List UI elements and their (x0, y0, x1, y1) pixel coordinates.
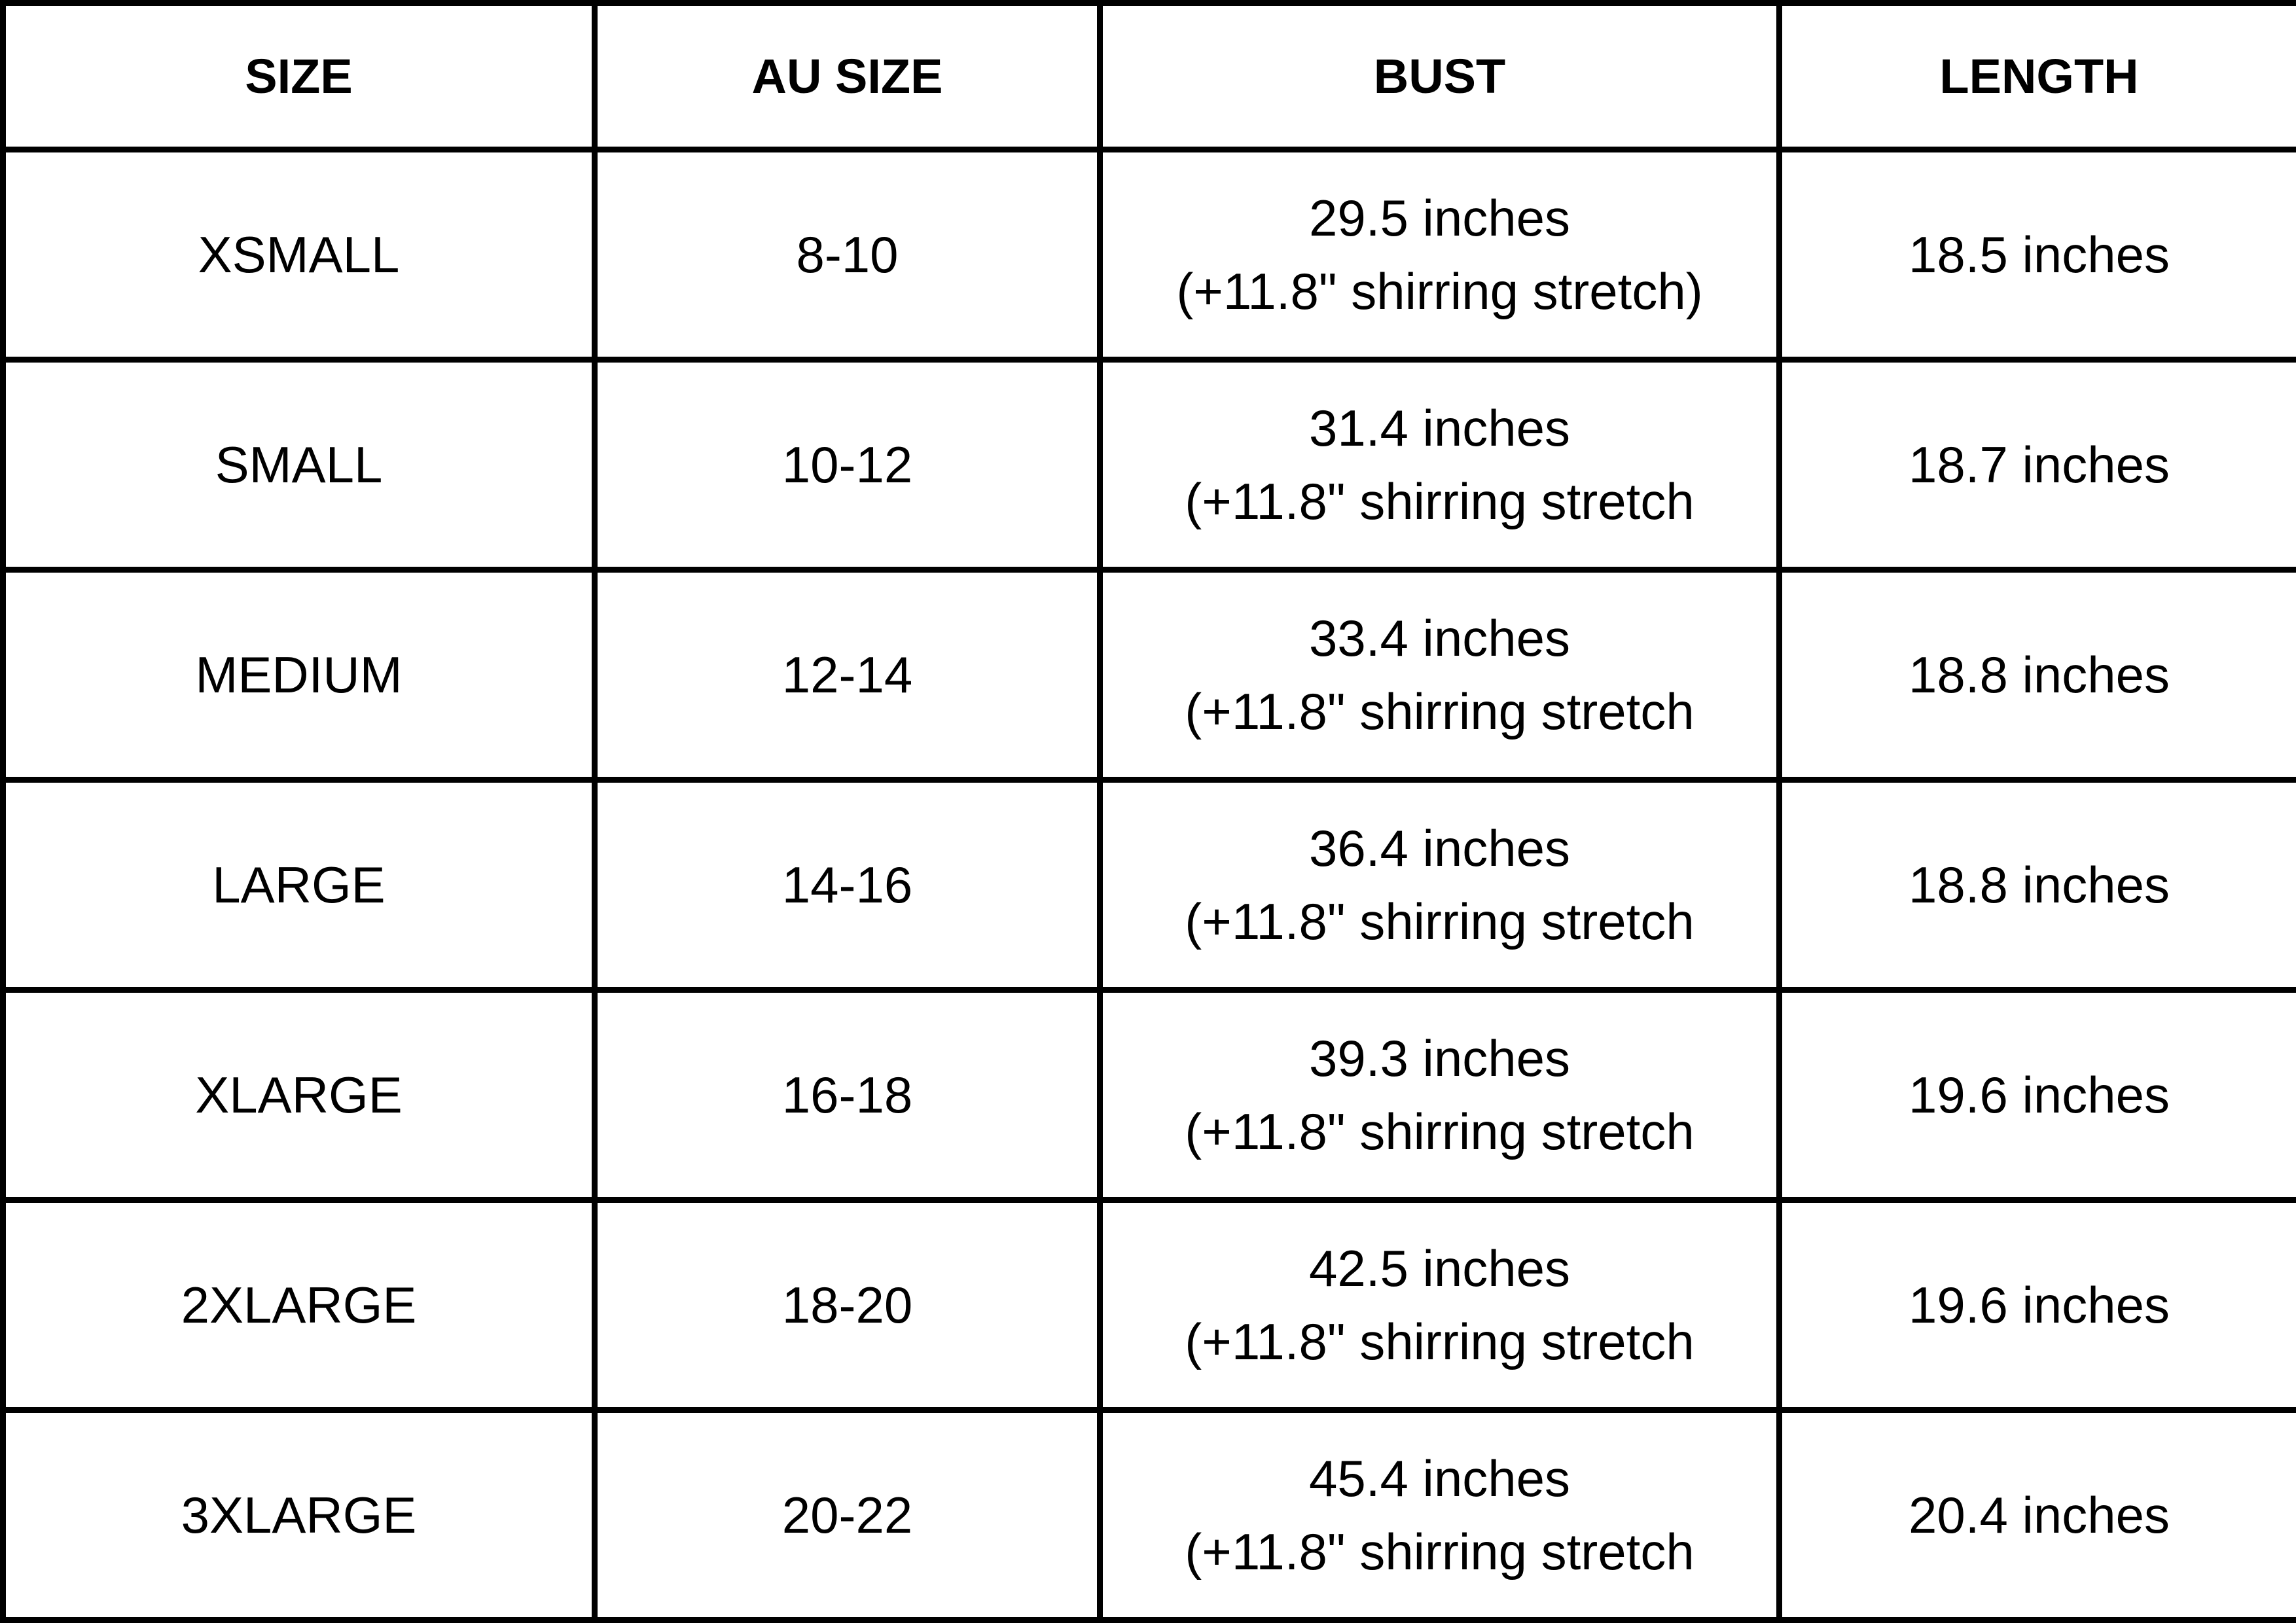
au-size-cell: 14-16 (592, 777, 1103, 993)
au-size-value: 10-12 (781, 436, 913, 493)
header-au-size: AU SIZE (592, 0, 1103, 152)
length-cell: 18.7 inches (1776, 357, 2296, 573)
bust-value: 29.5 inches (1309, 189, 1570, 247)
bust-cell: 39.3 inches (+11.8" shirring stretch (1097, 987, 1782, 1203)
table-row: XSMALL 8-10 29.5 inches (+11.8" shirring st… (0, 147, 2296, 363)
size-cell: 3XLARGE (0, 1407, 598, 1623)
au-size-value: 20-22 (781, 1486, 913, 1544)
size-value: XLARGE (195, 1066, 403, 1124)
table-row: 2XLARGE 18-20 42.5 inches (+11.8" shirring … (0, 1197, 2296, 1413)
header-length: LENGTH (1776, 0, 2296, 152)
length-value: 19.6 inches (1909, 1066, 2170, 1124)
bust-note: (+11.8" shirring stretch) (1176, 262, 1703, 320)
size-value: XSMALL (198, 226, 400, 283)
size-cell: 2XLARGE (0, 1197, 598, 1413)
au-size-cell: 8-10 (592, 147, 1103, 363)
header-row: SIZE AU SIZE BUST LENGTH (0, 0, 2296, 152)
bust-note: (+11.8" shirring stretch (1185, 683, 1695, 740)
length-cell: 20.4 inches (1776, 1407, 2296, 1623)
length-value: 18.5 inches (1909, 226, 2170, 283)
size-cell: SMALL (0, 357, 598, 573)
bust-note: (+11.8" shirring stretch (1185, 473, 1695, 530)
length-cell: 19.6 inches (1776, 987, 2296, 1203)
bust-note: (+11.8" shirring stretch (1185, 1103, 1695, 1160)
header-size: SIZE (0, 0, 598, 152)
size-cell: LARGE (0, 777, 598, 993)
bust-value: 39.3 inches (1309, 1029, 1570, 1087)
size-value: SMALL (215, 436, 383, 493)
table-row: MEDIUM 12-14 33.4 inches (+11.8" shirring s… (0, 567, 2296, 783)
au-size-value: 18-20 (781, 1276, 913, 1334)
table-row: XLARGE 16-18 39.3 inches (+11.8" shirring s… (0, 987, 2296, 1203)
table-row: 3XLARGE 20-22 45.4 inches (+11.8" shirring … (0, 1407, 2296, 1623)
bust-note: (+11.8" shirring stretch (1185, 1313, 1695, 1370)
length-value: 18.8 inches (1909, 856, 2170, 914)
table-row: LARGE 14-16 36.4 inches (+11.8" shirring st… (0, 777, 2296, 993)
bust-cell: 29.5 inches (+11.8" shirring stretch) (1097, 147, 1782, 363)
bust-value: 42.5 inches (1309, 1240, 1570, 1297)
bust-cell: 45.4 inches (+11.8" shirring stretch (1097, 1407, 1782, 1623)
size-value: 2XLARGE (181, 1276, 417, 1334)
length-cell: 18.8 inches (1776, 567, 2296, 783)
bust-note: (+11.8" shirring stretch (1185, 1523, 1695, 1580)
length-cell: 19.6 inches (1776, 1197, 2296, 1413)
au-size-cell: 18-20 (592, 1197, 1103, 1413)
size-value: MEDIUM (195, 646, 403, 704)
length-cell: 18.5 inches (1776, 147, 2296, 363)
size-cell: MEDIUM (0, 567, 598, 783)
length-value: 19.6 inches (1909, 1276, 2170, 1334)
bust-value: 31.4 inches (1309, 399, 1570, 457)
bust-cell: 33.4 inches (+11.8" shirring stretch (1097, 567, 1782, 783)
size-value: LARGE (212, 856, 386, 914)
bust-value: 36.4 inches (1309, 819, 1570, 877)
size-cell: XLARGE (0, 987, 598, 1203)
bust-value: 33.4 inches (1309, 609, 1570, 667)
size-cell: XSMALL (0, 147, 598, 363)
bust-value: 45.4 inches (1309, 1450, 1570, 1507)
table-row: SMALL 10-12 31.4 inches (+11.8" shirring st… (0, 357, 2296, 573)
au-size-cell: 10-12 (592, 357, 1103, 573)
bust-cell: 31.4 inches (+11.8" shirring stretch (1097, 357, 1782, 573)
au-size-cell: 12-14 (592, 567, 1103, 783)
size-value: 3XLARGE (181, 1486, 417, 1544)
au-size-value: 16-18 (781, 1066, 913, 1124)
length-value: 18.7 inches (1909, 436, 2170, 493)
bust-note: (+11.8" shirring stretch (1185, 893, 1695, 950)
au-size-cell: 16-18 (592, 987, 1103, 1203)
header-bust: BUST (1097, 0, 1782, 152)
length-cell: 18.8 inches (1776, 777, 2296, 993)
length-value: 18.8 inches (1909, 646, 2170, 704)
bust-cell: 36.4 inches (+11.8" shirring stretch (1097, 777, 1782, 993)
length-value: 20.4 inches (1909, 1486, 2170, 1544)
bust-cell: 42.5 inches (+11.8" shirring stretch (1097, 1197, 1782, 1413)
au-size-value: 12-14 (781, 646, 913, 704)
au-size-value: 8-10 (796, 226, 899, 283)
au-size-cell: 20-22 (592, 1407, 1103, 1623)
au-size-value: 14-16 (781, 856, 913, 914)
